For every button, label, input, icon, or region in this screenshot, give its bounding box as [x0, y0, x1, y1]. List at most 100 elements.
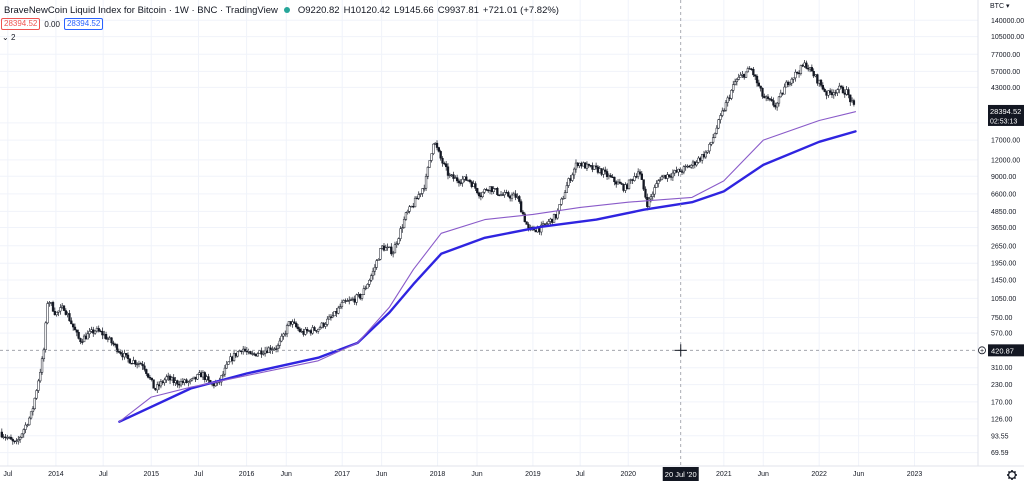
candle-body: [501, 194, 504, 196]
candle-body: [225, 363, 228, 369]
candle-body: [728, 97, 731, 99]
price-tick-label: 17000.00: [991, 138, 1020, 145]
candle-body: [4, 436, 7, 438]
candle-body: [690, 165, 693, 168]
gear-icon[interactable]: [1007, 470, 1017, 480]
time-tick-label: 2022: [811, 471, 827, 478]
candle-body: [743, 73, 746, 78]
candle-body: [472, 183, 475, 187]
candle-body: [223, 367, 227, 375]
price-tick-label: 140000.00: [991, 18, 1024, 25]
candle-body: [48, 302, 51, 304]
candle-body: [763, 96, 766, 99]
candle-body: [145, 369, 148, 374]
candle-body: [370, 275, 373, 281]
candle-body: [596, 166, 600, 173]
candle-body: [518, 196, 521, 202]
candle-body: [721, 110, 724, 116]
candle-body: [818, 79, 821, 84]
candle-body: [357, 293, 360, 296]
candle-body: [754, 74, 757, 77]
candle-body: [150, 377, 153, 380]
candle-body: [421, 188, 424, 194]
time-axis[interactable]: Jul 2014 Jul 2015 Jul 2016 Jun 2017 Jun 2018 Jun 20…: [0, 465, 1024, 481]
candle-body: [519, 201, 523, 213]
candle-body: [340, 302, 344, 307]
candle-body: [609, 175, 612, 178]
candle-body: [156, 384, 159, 391]
candle-body: [331, 315, 334, 318]
candle-body: [439, 151, 442, 159]
chevron-down-icon: ⌄: [2, 33, 9, 42]
candle-body: [496, 188, 499, 195]
candle-body: [157, 384, 161, 387]
candle-body: [739, 75, 742, 78]
candle-body: [587, 163, 590, 166]
candle-body: [382, 245, 386, 251]
candle-body: [684, 165, 687, 168]
candle-body: [618, 181, 622, 184]
candle-body: [6, 437, 9, 439]
candle-body: [613, 176, 616, 183]
candle-body: [455, 177, 459, 182]
candle-body: [583, 162, 587, 169]
candle-body: [335, 311, 338, 314]
candle-body: [807, 67, 810, 70]
candle-body: [827, 90, 830, 96]
candle-body: [432, 143, 435, 154]
candle-body: [295, 322, 298, 328]
candle-body: [59, 307, 62, 312]
candle-body: [368, 280, 371, 285]
candle-body: [706, 150, 709, 153]
candle-body: [236, 351, 239, 357]
candle-body: [196, 374, 199, 380]
time-tick-label: 2023: [907, 471, 923, 478]
candle-body: [388, 246, 391, 248]
candle-body: [284, 333, 287, 335]
candle-body: [560, 198, 563, 205]
last-price-label: 28394.52: [990, 107, 1021, 116]
price-axis[interactable]: BTC ▾ 69.59 93.55 126.00 170.00 230.00 310.00 5…: [977, 0, 1024, 482]
collapse-indicators-button[interactable]: ⌄ 2: [2, 33, 15, 42]
candle-body: [666, 174, 669, 179]
candle-body: [474, 183, 477, 189]
candle-body: [576, 162, 579, 166]
candle-body: [128, 358, 131, 364]
candle-body: [569, 178, 572, 181]
candle-body: [657, 180, 660, 184]
indicator-value-blue[interactable]: 28394.52: [63, 18, 104, 30]
candle-body: [556, 210, 559, 219]
candle-body: [212, 383, 216, 387]
candle-body: [88, 331, 91, 335]
candle-body: [81, 341, 84, 343]
candle-body: [574, 162, 578, 170]
candle-body: [167, 375, 170, 378]
candle-body: [390, 246, 393, 255]
candle-body: [227, 361, 230, 365]
candle-body: [551, 218, 554, 223]
candle-body: [256, 353, 259, 357]
time-tick-label: 2016: [239, 471, 255, 478]
candle-body: [783, 86, 786, 95]
candle-body: [651, 193, 654, 197]
indicator-value-red[interactable]: 28394.52: [1, 18, 41, 30]
price-tick-label: 77000.00: [991, 52, 1020, 59]
candle-body: [761, 87, 764, 97]
candle-body: [13, 440, 16, 443]
ohlc-high: H10120.42: [343, 4, 391, 16]
candle-body: [359, 293, 362, 299]
candle-body: [509, 196, 512, 199]
candle-body: [402, 219, 406, 228]
candle-body: [534, 229, 537, 233]
price-tick-label: 57000.00: [991, 69, 1020, 76]
candle-body: [31, 408, 35, 412]
candle-body: [349, 299, 353, 301]
candle-body: [790, 78, 793, 84]
time-tick-label: Jun: [376, 471, 387, 478]
candle-body: [198, 372, 201, 375]
candle-body: [309, 330, 312, 334]
symbol-title[interactable]: BraveNewCoin Liquid Index for Bitcoin · …: [4, 4, 278, 16]
candle-body: [668, 174, 671, 177]
candle-body: [428, 160, 431, 168]
